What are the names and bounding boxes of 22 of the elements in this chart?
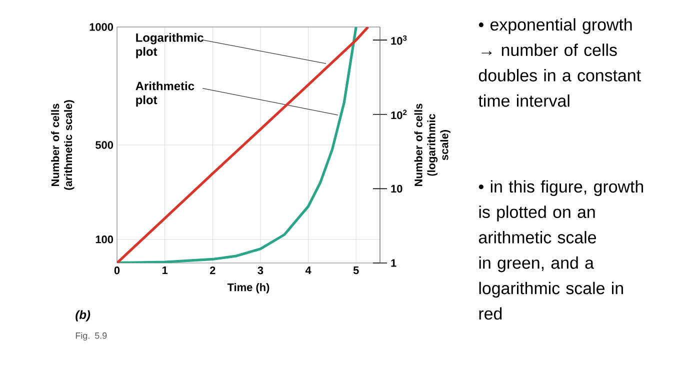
- text: • exponential growth → number of cells doubles in a constant time interval: [478, 18, 641, 107]
- x-tick-label: 5: [353, 266, 359, 274]
- text: (b): [76, 310, 90, 322]
- y-axis-title: Number of cells (arithmetic scale): [51, 100, 74, 190]
- x-tick-label: 3: [258, 266, 264, 274]
- x-axis-title: Time (h): [227, 283, 270, 294]
- x-tick-label: 0: [114, 266, 120, 274]
- y2-tick-label: 10$^{2}$: [391, 110, 407, 120]
- y2-tick-label: 10: [391, 184, 402, 193]
- x-tick-label: 4: [305, 266, 312, 274]
- y2-tick-label: 10$^{3}$: [391, 35, 407, 45]
- annotation: Arithmetic plot: [136, 81, 194, 107]
- y2-axis-title: Number of cells (logarithmic scale): [414, 104, 450, 186]
- y-tick-label: 100: [96, 236, 114, 244]
- y-tick-label: 1000: [90, 23, 114, 31]
- y-tick-label: 500: [96, 141, 114, 149]
- x-tick-label: 2: [210, 266, 216, 274]
- x-tick-label: 1: [162, 266, 168, 274]
- annotation: Logarithmic plot: [136, 33, 204, 58]
- caption: Fig. 5.9: [76, 332, 107, 341]
- y2-tick-label: 1: [391, 259, 396, 267]
- text: • in this figure, growth is plotted on an arithmetic scale in green, and a logarithmic scale in red: [478, 180, 644, 320]
